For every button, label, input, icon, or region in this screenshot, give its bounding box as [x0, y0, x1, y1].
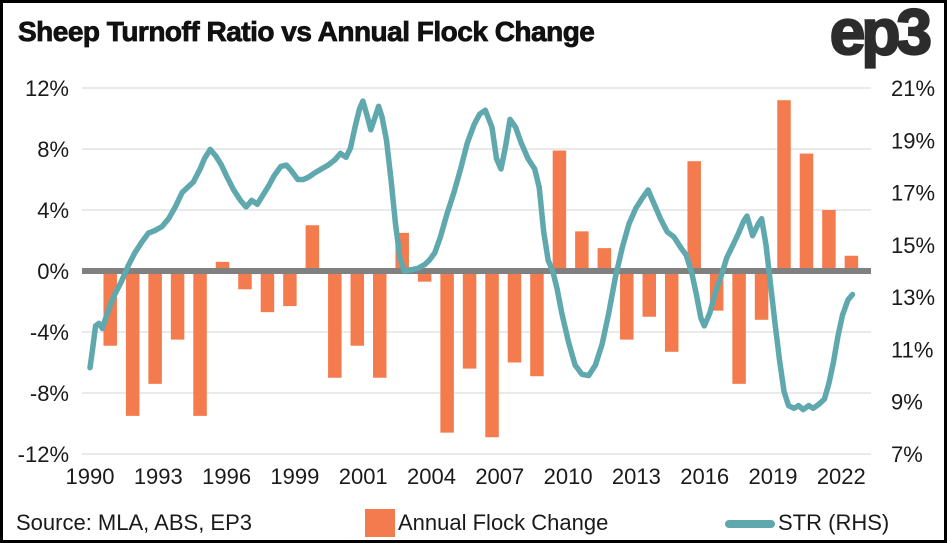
left-axis-tick: 4%: [37, 198, 69, 223]
bar-1997: [238, 271, 252, 290]
bar-2003: [372, 271, 387, 378]
bar-2008: [485, 271, 499, 438]
legend-line-swatch-icon: [725, 520, 775, 528]
bar-1999: [283, 271, 297, 307]
left-axis-tick: -8%: [30, 381, 69, 406]
right-axis-tick: 15%: [891, 233, 935, 258]
right-axis-tick: 13%: [891, 285, 935, 310]
x-axis-tick: 2001: [339, 464, 388, 489]
bar-2016: [664, 271, 679, 352]
bar-1994: [170, 271, 185, 340]
bar-1998: [260, 271, 275, 313]
bar-1996: [215, 261, 230, 271]
right-axis-tick: 19%: [891, 128, 935, 153]
bar-2000: [305, 225, 320, 271]
x-axis-tick: 2013: [612, 464, 661, 489]
bar-2022: [799, 153, 814, 271]
bar-2019: [732, 271, 746, 384]
bar-1992: [125, 271, 140, 416]
bar-2024: [844, 255, 859, 271]
bar-2005: [417, 271, 432, 282]
right-axis-tick: 21%: [891, 76, 935, 101]
bar-2012: [575, 231, 589, 271]
bar-2017: [687, 161, 701, 271]
left-axis-tick: -4%: [30, 320, 69, 345]
x-axis-tick: 2019: [749, 464, 798, 489]
x-axis-tick: 2007: [475, 464, 524, 489]
x-axis-tick: 2010: [544, 464, 593, 489]
bar-2001: [328, 271, 342, 378]
bar-2006: [440, 271, 454, 433]
bar-2021: [777, 100, 791, 271]
bar-2009: [507, 271, 522, 363]
x-axis-tick: 2004: [407, 464, 456, 489]
bar-2015: [642, 271, 657, 317]
legend-line-label: STR (RHS): [778, 510, 890, 535]
bar-2013: [597, 248, 612, 271]
source-note: Source: MLA, ABS, EP3: [16, 510, 253, 535]
legend-bar-label: Annual Flock Change: [398, 510, 609, 535]
bar-2007: [462, 271, 477, 369]
chart-title: Sheep Turnoff Ratio vs Annual Flock Chan…: [18, 16, 596, 48]
ep3-logo: ep3: [829, 0, 933, 69]
right-axis-tick: 17%: [891, 181, 935, 206]
right-axis-tick: 7%: [891, 442, 923, 467]
bar-1995: [193, 271, 207, 416]
bar-2011: [552, 150, 567, 271]
bar-2002: [350, 271, 365, 346]
plot-area: 12% 8% 4% 0% -4% -8% -12% 21% 19% 17% 15% 13% 11% 9% 7…: [18, 76, 935, 489]
x-axis-tick: 1996: [202, 464, 251, 489]
left-axis-tick: -12%: [18, 442, 69, 467]
bar-2014: [620, 271, 634, 340]
bar-1993: [148, 271, 162, 384]
left-axis-tick: 0%: [37, 259, 69, 284]
x-axis-tick: 1999: [270, 464, 319, 489]
bar-2010: [530, 271, 544, 377]
str-line: [87, 98, 856, 413]
x-axis-tick: 1990: [66, 464, 115, 489]
right-axis-tick: 11%: [891, 337, 933, 362]
x-axis-tick: 1993: [134, 464, 183, 489]
bar-2023: [822, 210, 836, 271]
left-axis-tick: 12%: [25, 76, 69, 101]
right-axis-tick: 9%: [891, 390, 923, 415]
left-axis-tick: 8%: [37, 137, 69, 162]
x-axis-tick: 2022: [817, 464, 866, 489]
x-axis-tick: 2016: [680, 464, 729, 489]
legend-bar-swatch-icon: [365, 509, 395, 537]
bar-2020: [754, 271, 769, 320]
